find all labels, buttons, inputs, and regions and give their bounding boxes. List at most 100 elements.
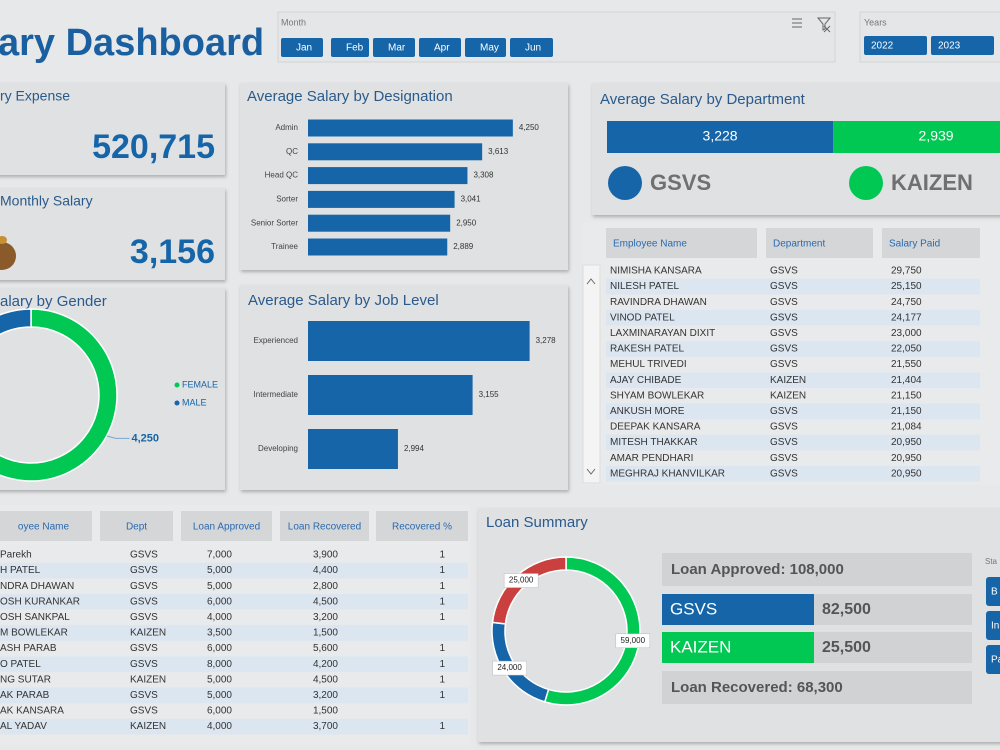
table-cell: 8,000 <box>207 659 232 670</box>
table-cell: 24,177 <box>891 312 922 323</box>
slicer-button-label[interactable]: B <box>991 587 998 598</box>
table-cell: GSVS <box>770 468 798 479</box>
table-cell: GSVS <box>770 312 798 323</box>
summary-text: Loan Recovered: 68,300 <box>671 679 843 696</box>
category-label: Trainee <box>271 242 298 251</box>
table-cell: GSVS <box>130 550 158 561</box>
department-name: GSVS <box>670 599 717 618</box>
table-header-cell <box>606 228 757 258</box>
table-cell: 21,150 <box>891 390 922 401</box>
table-cell: OSH KURANKAR <box>0 596 80 607</box>
table-cell: KAIZEN <box>770 390 806 401</box>
category-label: Head QC <box>265 171 299 180</box>
table-header-cell <box>766 228 873 258</box>
table-cell: GSVS <box>770 437 798 448</box>
scroll-up[interactable] <box>586 278 596 285</box>
slicer-button[interactable] <box>465 38 506 57</box>
slicer-button-label[interactable]: 2023 <box>938 41 961 52</box>
slicer-button[interactable] <box>419 38 461 57</box>
table-cell: 20,950 <box>891 468 922 479</box>
chart-title: Loan Summary <box>486 514 588 531</box>
table-cell: 4,000 <box>207 612 232 623</box>
clear-filter-icon <box>816 17 832 33</box>
slicer-button[interactable] <box>931 36 994 55</box>
table-cell: 6,000 <box>207 596 232 607</box>
slicer-button-label[interactable]: 2022 <box>871 41 894 52</box>
table-cell: 21,084 <box>891 422 922 433</box>
table-cell: 25,150 <box>891 281 922 292</box>
table-cell: 1 <box>439 596 445 607</box>
table-cell: GSVS <box>770 297 798 308</box>
table-cell: GSVS <box>130 581 158 592</box>
table-header: Loan Approved <box>193 522 260 533</box>
slicer-button[interactable] <box>331 38 369 57</box>
slicer-button[interactable] <box>986 611 1000 640</box>
chart-title: Average Salary by Designation <box>247 88 453 105</box>
table-cell: 21,404 <box>891 375 922 386</box>
slicer-button-label[interactable]: Jun <box>525 43 541 54</box>
table-header: oyee Name <box>18 522 70 533</box>
month-slicer <box>277 11 836 63</box>
data-label-box <box>615 633 651 649</box>
table-cell: 21,150 <box>891 406 922 417</box>
slicer-button-label[interactable]: Feb <box>346 43 364 54</box>
scrollbar[interactable] <box>582 264 601 484</box>
table-cell: M BOWLEKAR <box>0 628 68 639</box>
table-cell: 4,000 <box>207 721 232 732</box>
table-cell: 1,500 <box>313 628 338 639</box>
slicer-button[interactable] <box>281 38 323 57</box>
slicer-button-label[interactable]: May <box>480 43 499 54</box>
slicer-button-label[interactable]: In <box>991 621 999 632</box>
table-cell: MEHUL TRIVEDI <box>610 359 687 370</box>
table-cell: GSVS <box>770 422 798 433</box>
table-header-cell <box>280 511 369 541</box>
slicer-button[interactable] <box>986 645 1000 674</box>
slicer-label: Sta <box>985 557 998 566</box>
table-row-band <box>606 278 980 295</box>
slicer-button-label[interactable]: Jan <box>296 43 312 54</box>
data-label: 4,250 <box>132 432 160 444</box>
data-label: 25,000 <box>509 576 534 585</box>
table-cell: 3,200 <box>313 612 338 623</box>
donut-segment <box>491 556 567 625</box>
slicer-button[interactable] <box>864 36 927 55</box>
table-cell: 5,600 <box>313 643 338 654</box>
chart-title: alary by Gender <box>0 293 107 310</box>
slicer-label: Month <box>281 17 306 27</box>
table-cell: NDRA DHAWAN <box>0 581 74 592</box>
table-header: Salary Paid <box>889 239 940 250</box>
table-header-cell <box>376 511 468 541</box>
slicer-button[interactable] <box>510 38 553 57</box>
scroll-down[interactable] <box>586 468 596 475</box>
data-label: 3,613 <box>488 147 509 156</box>
data-label: 2,939 <box>919 128 954 144</box>
slicer-button-label[interactable]: Mar <box>388 43 406 54</box>
table-cell: 4,400 <box>313 565 338 576</box>
kpi-title: Monthly Salary <box>0 193 93 209</box>
summary-text: Loan Approved: 108,000 <box>671 561 844 578</box>
slicer-button[interactable] <box>373 38 415 57</box>
data-label: 3,155 <box>479 390 500 399</box>
table-cell: 20,950 <box>891 453 922 464</box>
table-cell: MEGHRAJ KHANVILKAR <box>610 468 725 479</box>
data-label: 3,278 <box>536 336 557 345</box>
table-cell: Parekh <box>0 550 32 561</box>
legend-marker <box>174 382 180 388</box>
category-label: Admin <box>275 123 298 132</box>
table-cell: LAXMINARAYAN DIXIT <box>610 328 715 339</box>
table-cell: 5,000 <box>207 690 232 701</box>
table-row-band <box>606 341 980 357</box>
bar <box>308 321 530 361</box>
table-cell: 4,200 <box>313 659 338 670</box>
slicer-button[interactable] <box>986 577 1000 606</box>
table-cell: 6,000 <box>207 706 232 717</box>
table-cell: NILESH PATEL <box>610 281 680 292</box>
legend-marker <box>849 166 883 200</box>
slicer-button-label[interactable]: Apr <box>434 43 450 54</box>
slicer-button-label[interactable]: Pa <box>991 655 1000 666</box>
table-cell: GSVS <box>130 643 158 654</box>
department-name: KAIZEN <box>670 637 731 656</box>
table-cell: 24,750 <box>891 297 922 308</box>
bar <box>308 375 473 415</box>
bar <box>308 167 468 185</box>
